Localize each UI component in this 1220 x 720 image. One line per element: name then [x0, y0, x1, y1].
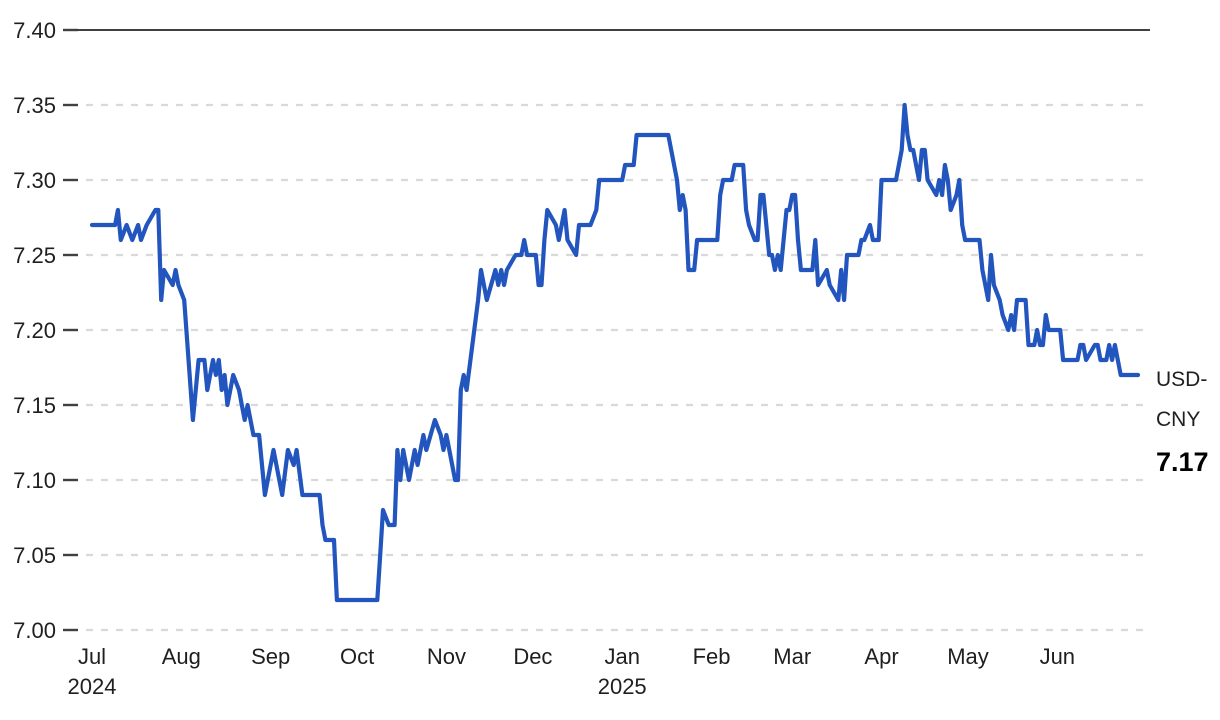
horizontal-gridlines: [63, 28, 1150, 632]
pair-name-line1: USD-: [1156, 368, 1208, 391]
x-axis-year-label: 2025: [598, 674, 647, 699]
x-axis-month-label: Mar: [773, 644, 811, 669]
y-axis-labels: 7.40 7.35 7.30 7.25 7.20 7.15 7.10 7.05 7.00: [13, 18, 56, 643]
x-axis-month-label: Dec: [513, 644, 552, 669]
pair-name-line2: CNY: [1156, 408, 1201, 431]
price-line-series: [89, 102, 1141, 603]
y-axis-tick-label: 7.20: [13, 318, 56, 343]
x-axis-month-label: Aug: [162, 644, 201, 669]
y-axis-tick-label: 7.15: [13, 393, 56, 418]
series-end-label: USD- CNY 7.17: [1156, 360, 1220, 484]
x-axis-month-label: May: [947, 644, 989, 669]
y-axis-tick-label: 7.00: [13, 618, 56, 643]
y-axis-tick-label: 7.35: [13, 93, 56, 118]
last-price-value: 7.17: [1156, 447, 1209, 477]
y-axis-tick-label: 7.25: [13, 243, 56, 268]
usdcny-price-line: [89, 102, 1141, 603]
x-axis-month-label: Nov: [427, 644, 466, 669]
x-axis-month-label: Jun: [1040, 644, 1075, 669]
y-axis-tick-label: 7.05: [13, 543, 56, 568]
x-axis-month-label: Oct: [340, 644, 374, 669]
y-axis-tick-label: 7.30: [13, 168, 56, 193]
y-axis-tick-label: 7.10: [13, 468, 56, 493]
x-axis-month-label: Jul: [78, 644, 106, 669]
x-axis-month-label: Feb: [693, 644, 731, 669]
x-axis-month-label: Apr: [864, 644, 898, 669]
x-axis-month-labels: Jul 2024 Aug Sep Oct Nov Dec Jan 2025 Feb Mar Apr Ma…: [68, 644, 1076, 699]
x-axis-month-label: Jan: [604, 644, 639, 669]
x-axis-month-label: Sep: [251, 644, 290, 669]
x-axis-year-label: 2024: [68, 674, 117, 699]
y-axis-tick-label: 7.40: [13, 18, 56, 43]
